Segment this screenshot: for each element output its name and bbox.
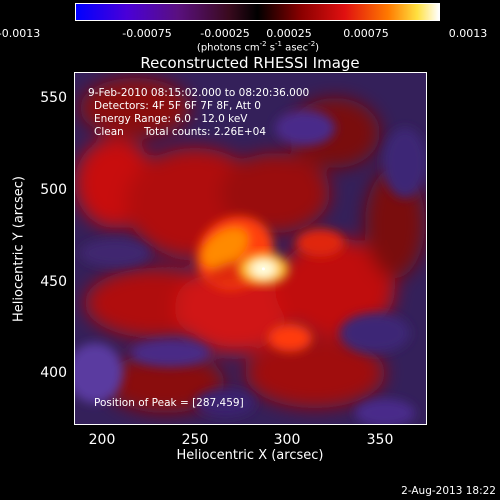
colorbar-tick: 0.00025 (266, 27, 312, 40)
y-tick-label: 450 (40, 274, 67, 290)
annotation-counts: Total counts: 2.26E+04 (144, 126, 267, 138)
annotation-energy: Energy Range: 6.0 - 12.0 keV (94, 113, 248, 125)
colorbar-tick: -0.0013 (0, 27, 41, 40)
x-tick-label: 350 (366, 432, 394, 448)
y-axis-label: Heliocentric Y (arcsec) (11, 176, 27, 322)
y-tick-label: 400 (40, 365, 67, 381)
annotation-time: 9-Feb-2010 08:15:02.000 to 08:20:36.000 (88, 87, 310, 99)
peak-marker (261, 267, 265, 271)
y-tick-label: 550 (40, 90, 67, 106)
annotation-detectors: Detectors: 4F 5F 6F 7F 8F, Att 0 (94, 100, 261, 112)
x-axis-label: Heliocentric X (arcsec) (176, 448, 324, 463)
y-tick-label: 500 (40, 182, 67, 198)
colorbar (75, 3, 440, 21)
x-tick-label: 200 (88, 432, 116, 448)
colorbar-tick: -0.00025 (200, 27, 250, 40)
chart-title: Reconstructed RHESSI Image (140, 54, 360, 72)
plot-area: 9-Feb-2010 08:15:02.000 to 08:20:36.000 … (74, 72, 427, 425)
x-tick-label: 300 (273, 432, 301, 448)
annotation-peak: Position of Peak = [287,459] (94, 397, 244, 409)
x-tick-label: 250 (181, 432, 209, 448)
colorbar-units: (photons cm-2 s-1 asec-2) (196, 40, 320, 54)
colorbar-tick: 0.0013 (448, 27, 488, 40)
footer-date: 2-Aug-2013 18:22 (401, 485, 496, 497)
annotation-method: Clean (94, 126, 124, 138)
heatmap-image (75, 73, 426, 424)
colorbar-tick: -0.00075 (122, 27, 172, 40)
colorbar-tick: 0.00075 (343, 27, 389, 40)
